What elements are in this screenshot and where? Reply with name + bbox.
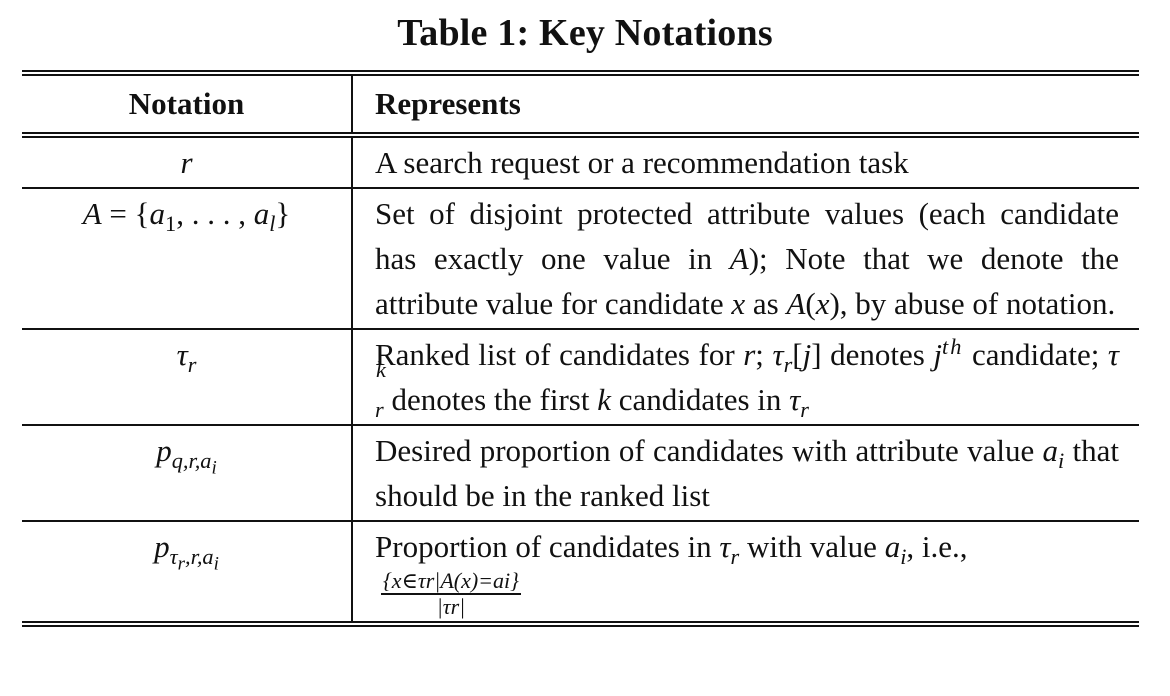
notation-cell: τr	[22, 328, 353, 425]
table-header-row: Notation Represents	[22, 73, 1139, 138]
represents-cell: Proportion of candidates in τr with valu…	[352, 520, 1139, 624]
represents-text: Desired proportion of candidates with at…	[375, 433, 1119, 513]
notation-cell: pτr,r,ai	[22, 520, 353, 624]
represents-text: Set of disjoint protected attribute valu…	[375, 196, 1119, 321]
notation-attribute-set: A = {a1, . . . , al}	[82, 196, 291, 237]
table-row: τr Ranked list of candidates for r; τr[j…	[22, 328, 1139, 425]
table-row: pq,r,ai Desired proportion of candidates…	[22, 424, 1139, 521]
table-row: A = {a1, . . . , al} Set of disjoint pro…	[22, 187, 1139, 329]
table-row: pτr,r,ai Proportion of candidates in τr …	[22, 520, 1139, 624]
table-row: r A search request or a recommendation t…	[22, 135, 1139, 188]
notation-cell: A = {a1, . . . , al}	[22, 187, 353, 329]
represents-text: A search request or a recommendation tas…	[375, 145, 909, 180]
notation-actual-proportion: pτr,r,ai	[154, 529, 219, 575]
fraction-numerator: {x∈τr|A(x)=ai}	[381, 568, 521, 595]
represents-cell: A search request or a recommendation tas…	[352, 135, 1139, 188]
represents-cell: Set of disjoint protected attribute valu…	[352, 187, 1139, 329]
represents-text: Ranked list of candidates for r; τr[j] d…	[375, 333, 1119, 423]
represents-cell: Desired proportion of candidates with at…	[352, 424, 1139, 521]
header-notation: Notation	[22, 73, 353, 138]
represents-text: Proportion of candidates in τr with valu…	[375, 529, 968, 570]
notation-cell: r	[22, 135, 353, 188]
notation-desired-proportion: pq,r,ai	[156, 433, 217, 479]
notation-table: Notation Represents r A search request o…	[22, 70, 1139, 627]
proportion-fraction: {x∈τr|A(x)=ai} |τr|	[381, 569, 521, 619]
notation-cell: pq,r,ai	[22, 424, 353, 521]
notation-r: r	[180, 145, 193, 180]
header-represents: Represents	[352, 73, 1139, 138]
notation-tau-r: τr	[176, 337, 197, 378]
table-caption: Table 1: Key Notations	[397, 12, 773, 54]
fraction-denominator: |τr|	[436, 594, 466, 619]
represents-cell: Ranked list of candidates for r; τr[j] d…	[352, 328, 1139, 425]
